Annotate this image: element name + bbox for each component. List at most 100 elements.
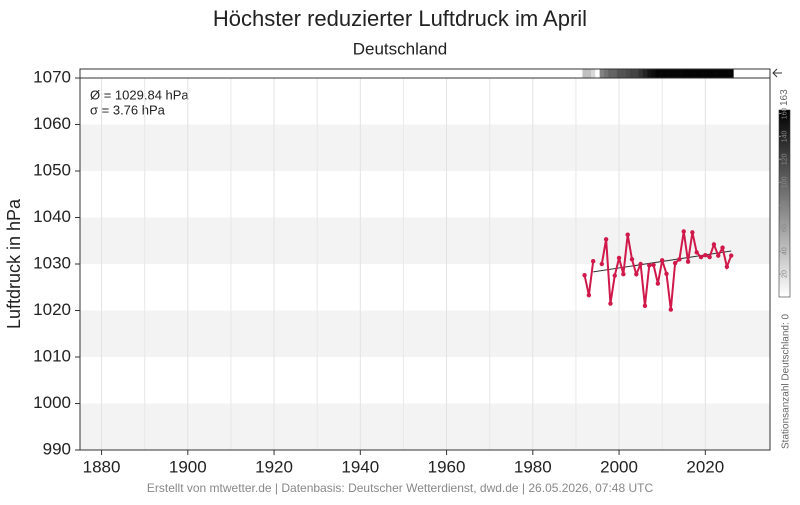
colorbar-tick-label: 20 [781,270,788,278]
footer: Erstellt von mtwetter.de | Datenbasis: D… [147,481,654,495]
grid-band [80,310,770,357]
station-cell [724,69,730,78]
station-cell [660,69,665,78]
station-cell [625,69,631,78]
data-point [608,301,613,306]
station-cell [608,69,613,78]
station-cell [698,69,704,78]
y-tick-label: 1050 [33,160,71,179]
data-point [586,292,592,298]
strip-arrow [772,68,782,78]
grid-band [80,124,770,171]
data-point [668,307,674,312]
y-axis-label: Luftdruck in hPa [4,198,24,329]
colorbar-label: Stationsanzahl Deutschland: 0 [781,313,792,449]
station-cell [668,69,674,78]
y-tick-label: 990 [43,439,71,458]
data-point [603,237,609,242]
data-point [582,272,587,278]
colorbar-tick-label: 160 [781,107,788,119]
data-point [629,257,635,262]
station-cell [655,69,661,78]
data-point [681,229,686,234]
data-point [698,254,704,260]
data-point [659,258,665,263]
data-point [685,259,691,264]
colorbar-tick-label: 40 [781,247,788,255]
colorbar-tick-label: 80 [781,201,788,209]
y-tick-label: 1040 [33,207,71,226]
colorbar-tick-label: 60 [781,224,788,232]
station-cell [638,69,644,78]
x-tick-label: 1940 [341,457,379,476]
station-cell [591,69,596,78]
data-point [638,261,643,267]
station-cell [681,69,687,78]
x-tick-label: 1880 [83,457,121,476]
chart-subtitle: Deutschland [353,39,448,58]
data-point [642,303,648,309]
y-tick-label: 1030 [33,253,71,272]
station-cell [703,69,708,78]
data-point [621,272,626,277]
chart-title: Höchster reduzierter Luftdruck im April [213,6,587,31]
station-cell [582,69,588,78]
data-point [634,272,639,277]
y-tick-label: 1010 [33,346,71,365]
station-cell [586,69,592,78]
x-tick-label: 1980 [514,457,552,476]
station-cell [634,69,639,78]
plot-frame [79,68,771,451]
data-point [599,261,605,267]
x-tick-label: 1900 [169,457,207,476]
data-point [612,273,617,278]
station-cell [729,69,734,78]
colorbar-tick-label: 140 [781,130,788,142]
station-cell [629,69,635,78]
station-cell [716,69,721,78]
station-cell [599,69,605,78]
station-cell [603,69,609,78]
data-point [647,263,652,268]
data-point [664,271,669,276]
data-point [703,252,708,258]
colorbar-max-label: 163 [779,89,790,106]
station-cell [694,69,700,78]
station-cell [677,69,682,78]
data-point [711,242,717,247]
data-point [672,260,678,266]
station-cell [707,69,713,78]
data-point [694,250,699,255]
station-cell [612,69,618,78]
station-cell [616,69,622,78]
colorbar [778,109,791,298]
station-cell [651,69,657,78]
data-point [716,253,721,258]
annotation: σ = 3.76 hPa [90,102,166,117]
x-tick-label: 1920 [255,457,293,476]
station-cell [685,69,691,78]
station-cell [647,69,652,78]
y-tick-label: 1060 [33,114,71,133]
data-point [724,264,730,269]
station-cell [642,69,648,78]
data-point [616,255,622,261]
station-cell [621,69,626,78]
colorbar-tick-label: 120 [781,153,788,165]
grid-band [80,217,770,264]
data-point [707,254,712,260]
station-cell [664,69,669,78]
station-cell [672,69,678,78]
annotation: Ø = 1029.84 hPa [90,87,189,102]
station-cell [720,69,726,78]
data-point [728,253,734,258]
x-tick-label: 2000 [600,457,638,476]
colorbar-tick-label: 100 [781,176,788,188]
data-point [590,259,596,264]
x-tick-label: 1960 [428,457,466,476]
data-point [720,245,725,250]
station-cell [595,69,600,78]
data-point [625,232,630,237]
grid-band [80,403,770,450]
